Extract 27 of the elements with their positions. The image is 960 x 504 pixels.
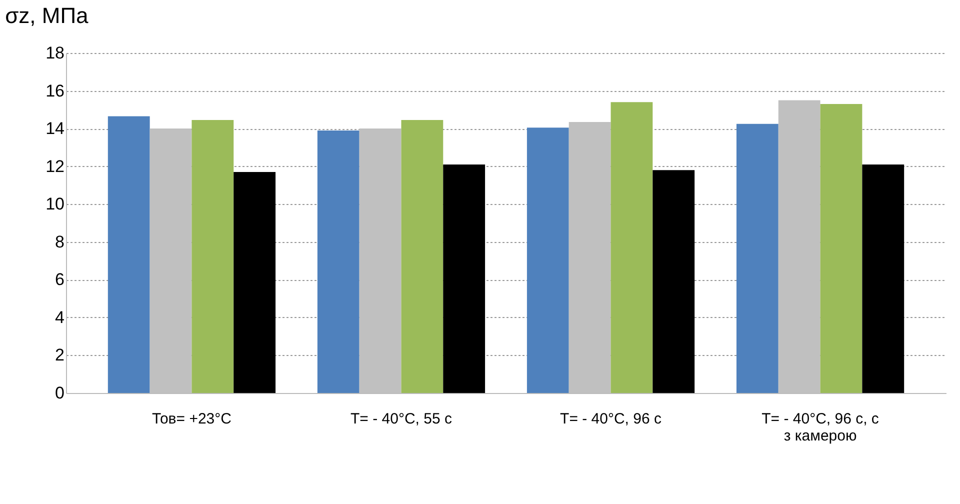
bar bbox=[610, 102, 653, 393]
bar bbox=[401, 120, 444, 393]
bar bbox=[108, 116, 150, 393]
bar bbox=[317, 130, 360, 393]
y-tick-label: 0 bbox=[55, 384, 64, 402]
bar bbox=[443, 164, 486, 393]
x-tick-label: T= - 40°C, 96 c bbox=[560, 410, 662, 428]
y-tick-label: 14 bbox=[46, 119, 64, 138]
bar bbox=[192, 120, 234, 393]
x-tick-label: T= - 40°C, 55 c bbox=[350, 410, 452, 428]
y-tick-label: 6 bbox=[55, 270, 64, 290]
y-tick-label: 18 bbox=[46, 44, 64, 62]
bar bbox=[862, 164, 904, 393]
y-tick-label: 10 bbox=[46, 194, 64, 214]
bar bbox=[526, 128, 569, 393]
bar bbox=[820, 104, 862, 393]
x-tick-label: T= - 40°C, 96 c, с з камерою bbox=[762, 410, 880, 444]
bar bbox=[736, 124, 778, 393]
bar bbox=[234, 172, 276, 393]
x-tick-label: Тов= +23°C bbox=[152, 410, 232, 428]
y-axis-title: σz, МПа bbox=[5, 3, 90, 28]
y-tick-label: 2 bbox=[55, 346, 64, 365]
bar bbox=[652, 170, 695, 393]
y-tick-label: 8 bbox=[55, 232, 64, 252]
y-tick-label: 16 bbox=[46, 81, 64, 100]
y-tick-label: 4 bbox=[55, 308, 64, 327]
y-tick-label: 12 bbox=[46, 156, 64, 176]
